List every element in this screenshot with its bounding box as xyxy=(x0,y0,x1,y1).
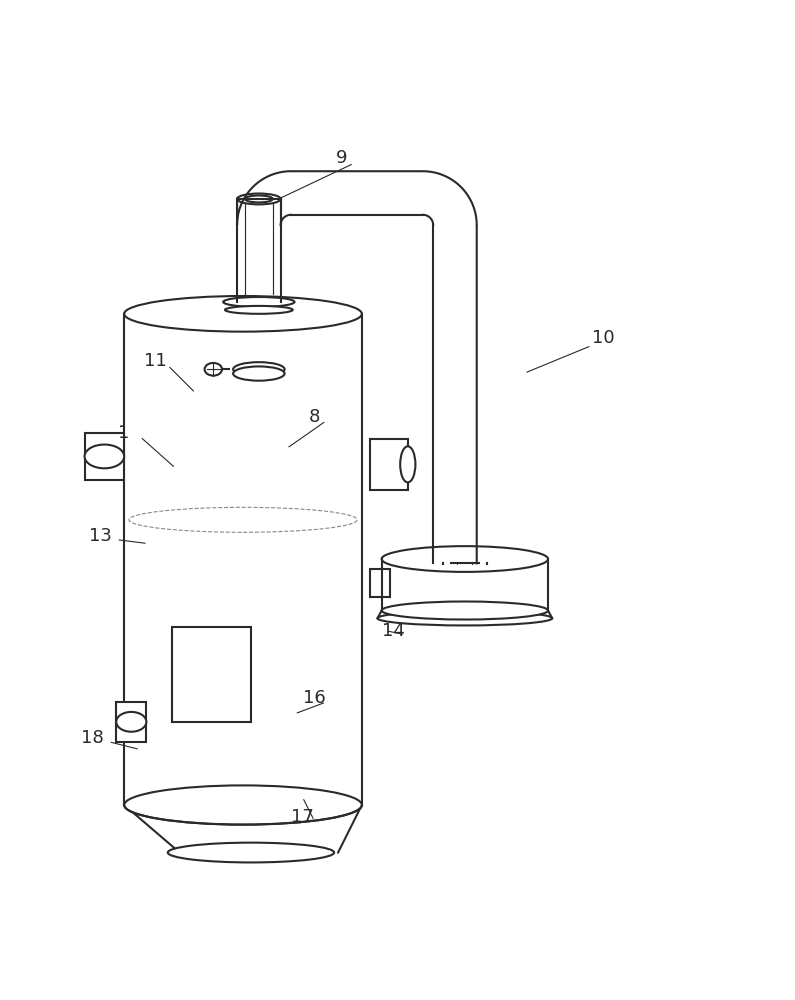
Bar xyxy=(370,439,408,490)
Ellipse shape xyxy=(225,306,293,314)
Bar xyxy=(116,702,146,742)
Ellipse shape xyxy=(84,445,124,468)
Ellipse shape xyxy=(382,602,548,620)
Text: 17: 17 xyxy=(291,808,314,826)
Ellipse shape xyxy=(124,296,362,332)
Ellipse shape xyxy=(237,194,281,204)
Text: 14: 14 xyxy=(382,622,405,640)
Text: 8: 8 xyxy=(308,408,320,426)
Ellipse shape xyxy=(233,362,285,376)
Text: 1: 1 xyxy=(118,424,130,442)
Bar xyxy=(172,627,251,722)
Ellipse shape xyxy=(168,843,334,862)
Ellipse shape xyxy=(124,785,362,825)
Text: 13: 13 xyxy=(89,527,112,545)
Ellipse shape xyxy=(223,297,294,307)
Ellipse shape xyxy=(378,611,553,625)
Text: 18: 18 xyxy=(81,729,104,747)
Bar xyxy=(370,569,390,597)
Ellipse shape xyxy=(233,366,285,381)
Text: 9: 9 xyxy=(336,149,347,167)
Ellipse shape xyxy=(400,446,416,482)
Ellipse shape xyxy=(204,363,222,376)
Text: 10: 10 xyxy=(592,329,615,347)
Text: 11: 11 xyxy=(145,352,167,370)
Bar xyxy=(84,433,124,480)
Ellipse shape xyxy=(382,546,548,572)
Ellipse shape xyxy=(116,712,146,732)
Text: 16: 16 xyxy=(303,689,326,707)
Ellipse shape xyxy=(245,195,273,202)
